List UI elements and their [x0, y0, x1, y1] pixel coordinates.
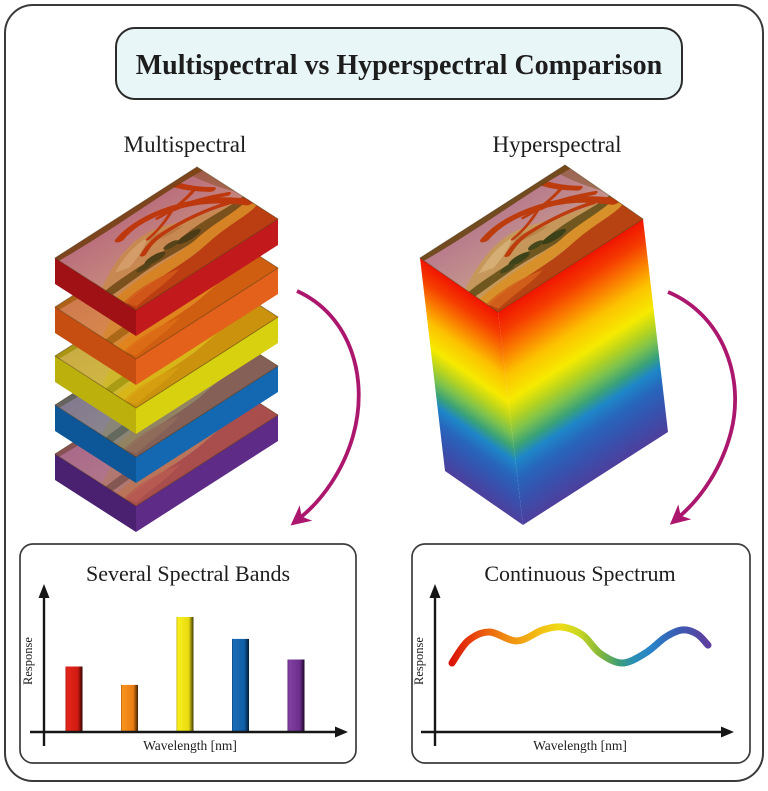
spectrum-ylabel: Response	[412, 637, 426, 685]
bands-x-axis-arrow-icon	[335, 726, 348, 738]
bands-y-axis-arrow-icon	[38, 584, 50, 598]
bar-blue	[232, 638, 249, 733]
bar-orange	[121, 684, 138, 732]
multispectral-label: Multispectral	[124, 132, 247, 157]
title-box: Multispectral vs Hyperspectral Compariso…	[115, 27, 683, 100]
spectrum-axes	[421, 596, 722, 746]
bands-xlabel: Wavelength [nm]	[143, 738, 237, 753]
bar-red	[65, 666, 83, 732]
spectrum-panel: Continuous Spectrum Response Wavelength …	[411, 543, 751, 764]
band-layer-red	[51, 164, 283, 336]
spectrum-panel-border	[411, 543, 751, 764]
spectrum-curve	[448, 623, 712, 667]
bands-ylabel: Response	[21, 637, 35, 685]
spectrum-x-axis-arrow-icon	[721, 726, 734, 738]
bands-panel-title: Several Spectral Bands	[86, 561, 290, 586]
page-title: Multispectral vs Hyperspectral Compariso…	[136, 50, 663, 81]
bar-yellow	[176, 617, 194, 732]
spectral-bars	[65, 617, 305, 733]
multispectral-layer-stack	[51, 164, 283, 532]
bands-panel: Several Spectral Bands Response Waveleng…	[19, 543, 357, 764]
spectrum-xlabel: Wavelength [nm]	[533, 738, 627, 753]
cube-left-face	[420, 258, 523, 525]
spectrum-panel-title: Continuous Spectrum	[484, 561, 675, 586]
hyperspectral-label: Hyperspectral	[493, 132, 622, 157]
hyperspectral-cube	[416, 162, 668, 525]
arrow-to-bands-chart	[290, 289, 361, 526]
title-box-background	[115, 27, 683, 100]
bar-purple	[287, 659, 305, 732]
cube-right-face	[498, 219, 668, 525]
bands-axes	[30, 596, 336, 746]
spectrum-y-axis-arrow-icon	[429, 584, 441, 598]
arrow-to-spectrum-chart	[667, 290, 737, 525]
